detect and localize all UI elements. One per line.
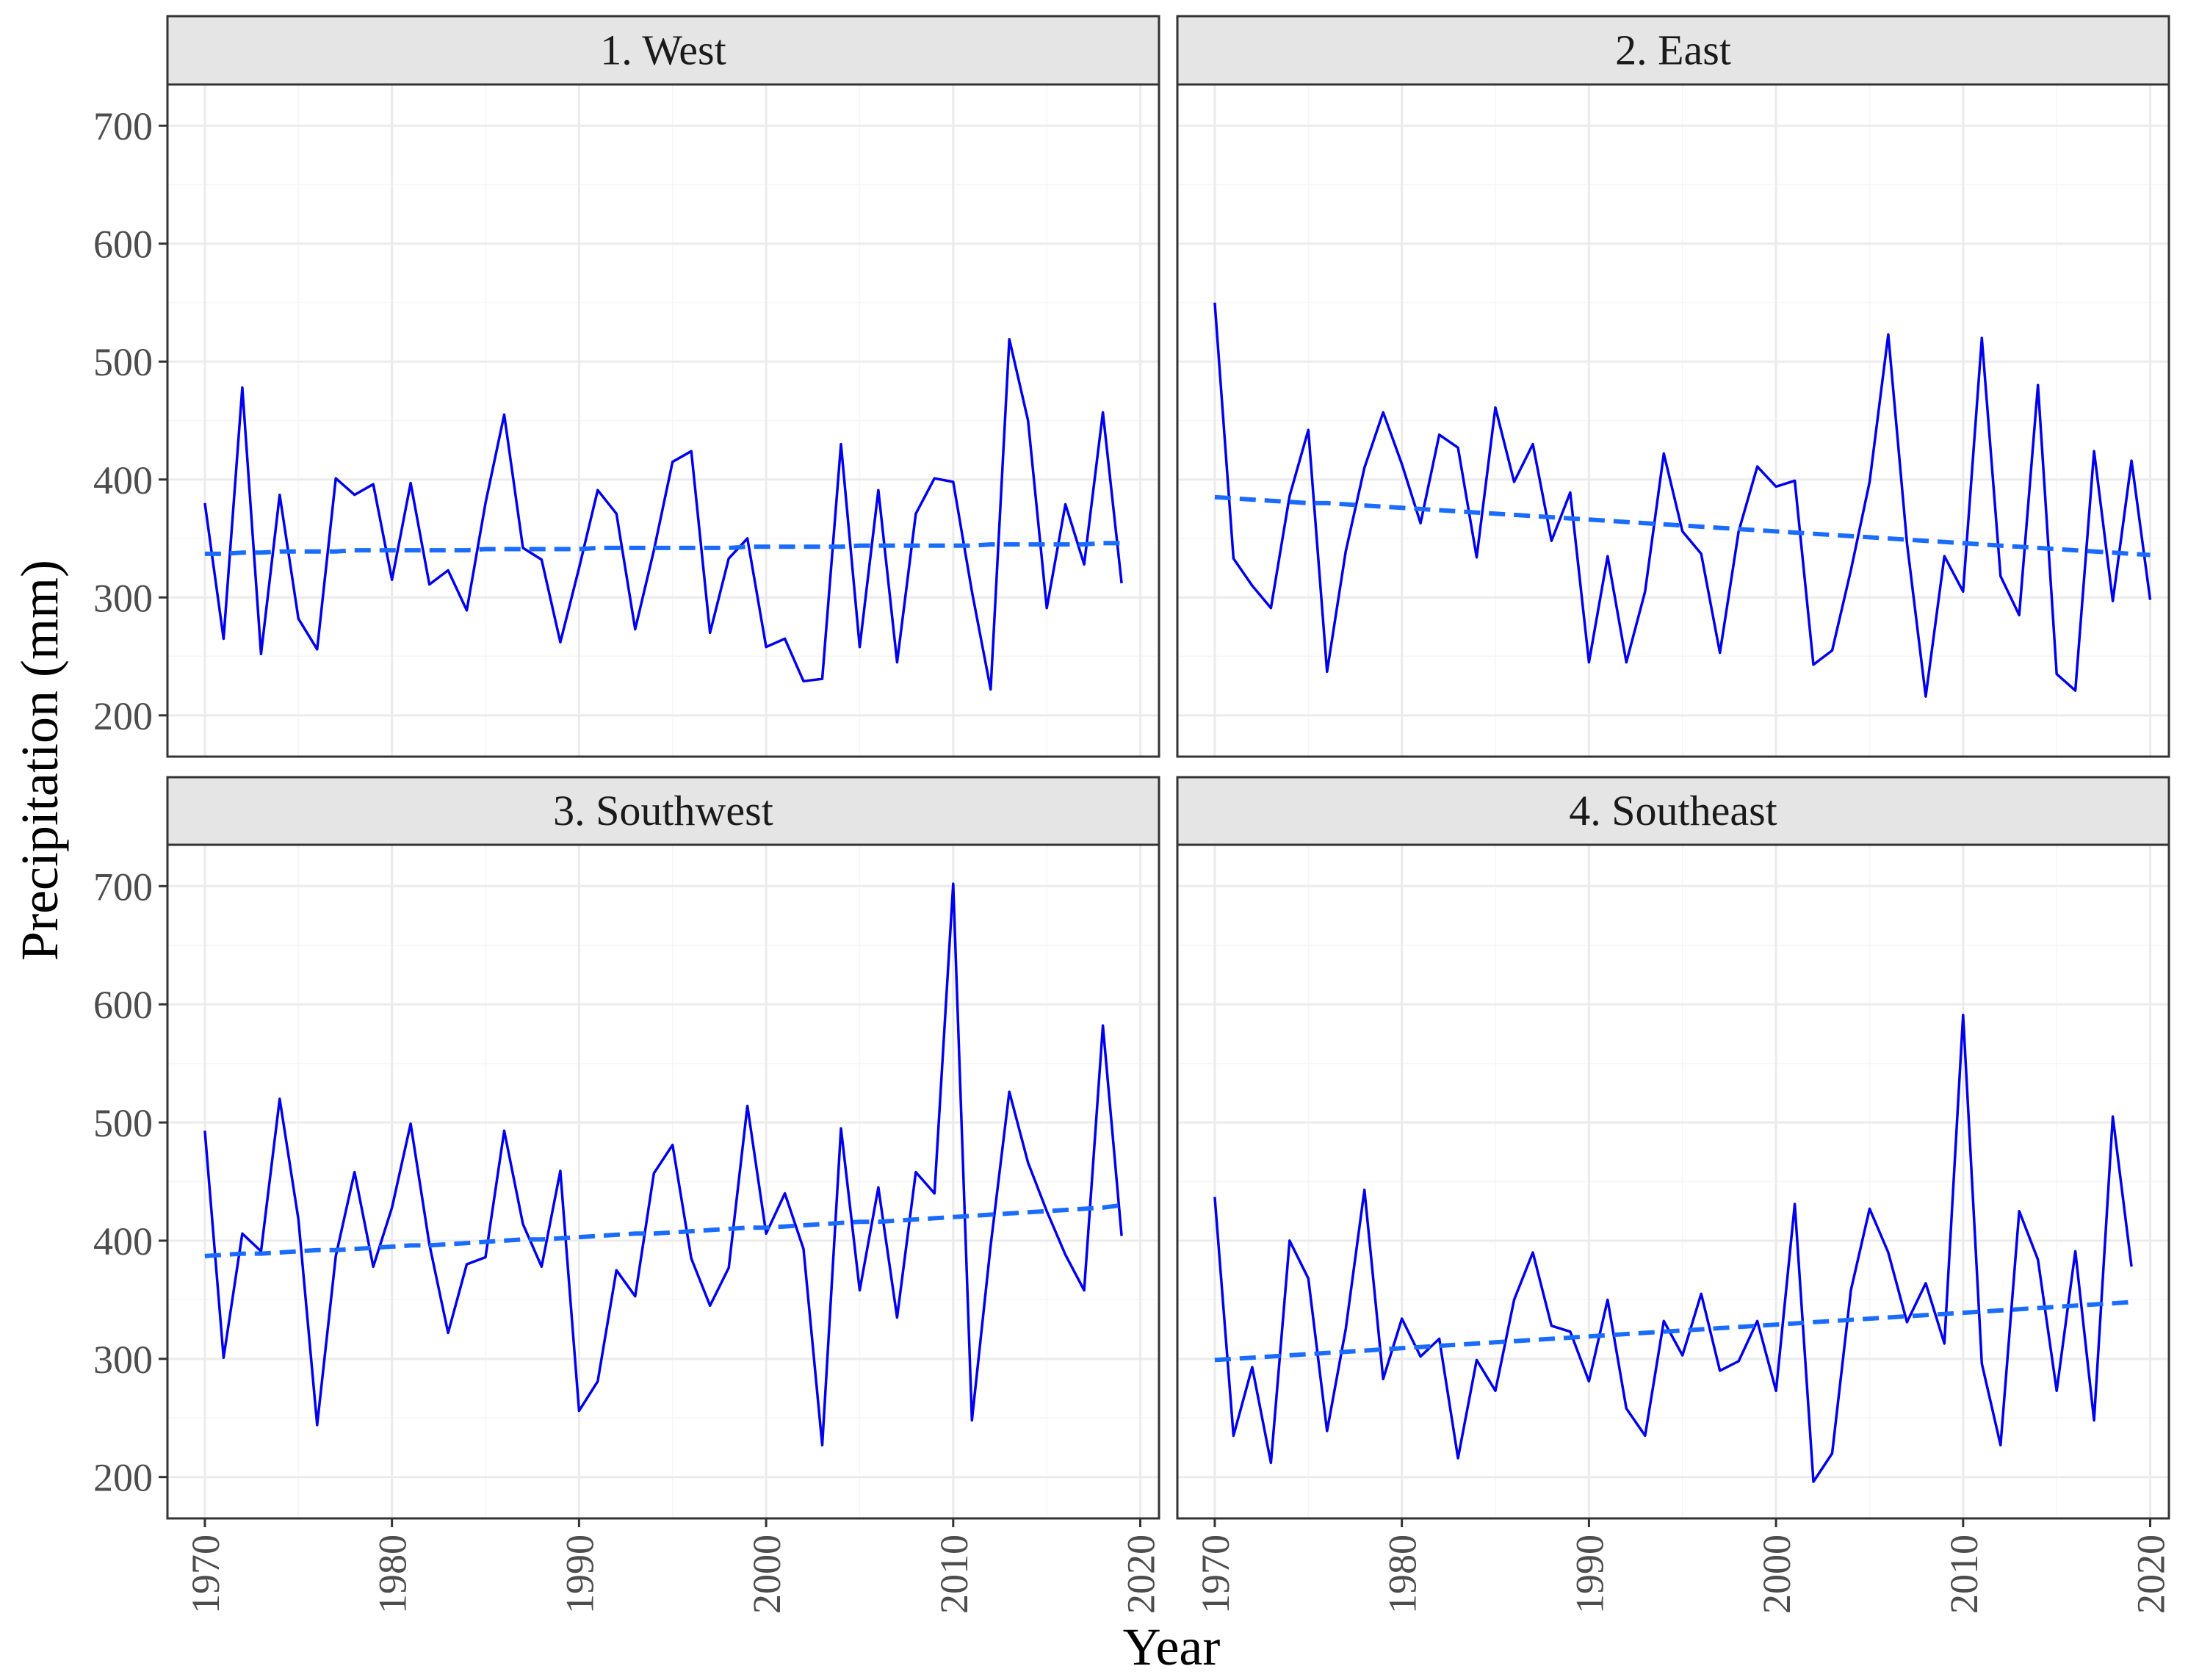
y-tick-label: 500 [93,340,153,384]
facet-title: 3. Southwest [553,787,773,834]
facet-strip [1176,776,2170,846]
facet-strip [166,776,1160,846]
panel-3: 3. Southwest 200 300 400 500 600 700 1970 1980 19… [93,776,1163,1614]
facet-strip [1176,15,2170,86]
x-tick-label: 2010 [932,1535,976,1614]
x-tick-label: 2020 [1119,1535,1163,1614]
y-tick-label: 200 [93,1456,153,1500]
x-tick-label: 2000 [1755,1535,1799,1614]
trend-line [1214,494,2151,558]
y-tick-label: 300 [93,1338,153,1382]
x-axis-title: Year [1123,1618,1221,1676]
facet-title: 4. Southeast [1569,787,1777,834]
x-tick-label: 1980 [371,1535,415,1614]
y-tick-label: 700 [93,865,153,909]
precipitation-line [1213,1013,2133,1483]
panel-1: 1. West 200 300 400 500 600 700 [93,15,1160,758]
y-tick-label: 200 [93,694,153,738]
precipitation-line [203,337,1123,691]
precipitation-line [203,882,1123,1447]
trend-line [204,1203,1122,1258]
y-tick-label: 500 [93,1101,153,1145]
facet-title: 1. West [600,26,726,74]
facet-title: 2. East [1615,26,1731,74]
x-tick-label: 1980 [1381,1535,1425,1614]
trend-line [1214,1299,2132,1363]
x-tick-label: 2010 [1942,1535,1986,1614]
y-tick-label: 600 [93,223,153,267]
panel-4: 4. Southeast 1970 1980 1990 2000 2010 2020 [1176,776,2173,1614]
precipitation-line [1213,302,2152,698]
y-tick-label: 400 [93,458,153,502]
x-tick-label: 1970 [1194,1535,1238,1614]
trend-line [204,541,1122,556]
y-tick-label: 300 [93,576,153,620]
facet-strip [166,15,1160,86]
y-axis-title: Precipitation (mm) [10,560,69,961]
y-tick-label: 600 [93,983,153,1027]
x-tick-label: 2000 [745,1535,789,1614]
y-tick-label: 400 [93,1219,153,1263]
x-tick-label: 1990 [1567,1535,1611,1614]
x-tick-label: 2020 [2129,1535,2173,1614]
x-tick-label: 1990 [557,1535,602,1614]
y-tick-label: 700 [93,104,153,148]
x-tick-label: 1970 [184,1535,228,1614]
panel-2: 2. East [1176,15,2170,758]
